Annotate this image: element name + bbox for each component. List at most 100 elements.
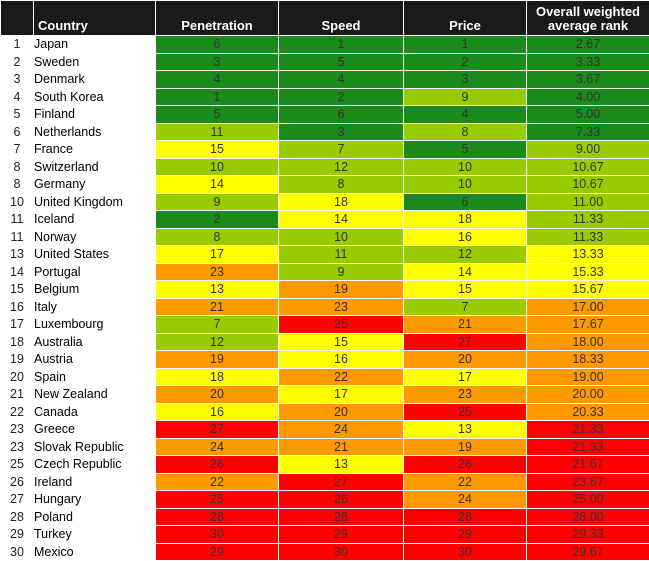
country-cell: Japan (34, 36, 156, 54)
overall-cell: 18.33 (527, 351, 649, 369)
overall-cell: 17.00 (527, 298, 649, 316)
speed-cell: 3 (279, 123, 404, 141)
country-cell: Czech Republic (34, 456, 156, 474)
rank-number-cell: 30 (1, 543, 34, 561)
header-speed: Speed (279, 1, 404, 36)
penetration-cell: 18 (156, 368, 279, 386)
country-cell: Denmark (34, 71, 156, 89)
country-cell: Ireland (34, 473, 156, 491)
speed-cell: 18 (279, 193, 404, 211)
country-cell: Germany (34, 176, 156, 194)
country-cell: United States (34, 246, 156, 264)
overall-cell: 10.67 (527, 158, 649, 176)
price-cell: 18 (404, 211, 527, 229)
rank-number-cell: 27 (1, 491, 34, 509)
price-cell: 12 (404, 246, 527, 264)
rank-number-cell: 16 (1, 298, 34, 316)
overall-cell: 11.00 (527, 193, 649, 211)
overall-cell: 11.33 (527, 228, 649, 246)
country-cell: Sweden (34, 53, 156, 71)
speed-cell: 12 (279, 158, 404, 176)
penetration-cell: 20 (156, 386, 279, 404)
country-cell: France (34, 141, 156, 159)
speed-cell: 9 (279, 263, 404, 281)
penetration-cell: 27 (156, 421, 279, 439)
rank-number-cell: 25 (1, 456, 34, 474)
country-cell: Australia (34, 333, 156, 351)
speed-cell: 17 (279, 386, 404, 404)
header-overall-line1: Overall weighted (536, 4, 640, 19)
country-cell: Iceland (34, 211, 156, 229)
penetration-cell: 23 (156, 263, 279, 281)
overall-cell: 3.67 (527, 71, 649, 89)
overall-cell: 5.00 (527, 106, 649, 124)
speed-cell: 2 (279, 88, 404, 106)
header-country: Country (34, 1, 156, 36)
overall-cell: 28.00 (527, 508, 649, 526)
overall-cell: 21.67 (527, 456, 649, 474)
price-cell: 20 (404, 351, 527, 369)
country-cell: New Zealand (34, 386, 156, 404)
overall-cell: 2.67 (527, 36, 649, 54)
rank-number-cell: 21 (1, 386, 34, 404)
header-row: Country Penetration Speed Price Overall … (1, 1, 649, 36)
overall-cell: 23.67 (527, 473, 649, 491)
overall-cell: 13.33 (527, 246, 649, 264)
speed-cell: 6 (279, 106, 404, 124)
rank-number-cell: 14 (1, 263, 34, 281)
speed-cell: 24 (279, 421, 404, 439)
rank-number-cell: 29 (1, 526, 34, 544)
rank-number-cell: 10 (1, 193, 34, 211)
price-cell: 10 (404, 158, 527, 176)
penetration-cell: 13 (156, 281, 279, 299)
penetration-cell: 26 (156, 456, 279, 474)
rank-number-cell: 5 (1, 106, 34, 124)
penetration-cell: 4 (156, 71, 279, 89)
overall-cell: 7.33 (527, 123, 649, 141)
penetration-cell: 25 (156, 491, 279, 509)
price-cell: 9 (404, 88, 527, 106)
rank-number-cell: 1 (1, 36, 34, 54)
country-cell: Slovak Republic (34, 438, 156, 456)
rank-number-cell: 19 (1, 351, 34, 369)
price-cell: 17 (404, 368, 527, 386)
penetration-cell: 16 (156, 403, 279, 421)
rank-number-cell: 18 (1, 333, 34, 351)
country-cell: Norway (34, 228, 156, 246)
overall-cell: 20.00 (527, 386, 649, 404)
price-cell: 6 (404, 193, 527, 211)
speed-cell: 21 (279, 438, 404, 456)
price-cell: 14 (404, 263, 527, 281)
penetration-cell: 19 (156, 351, 279, 369)
penetration-cell: 29 (156, 543, 279, 561)
country-cell: United Kingdom (34, 193, 156, 211)
penetration-cell: 11 (156, 123, 279, 141)
overall-cell: 18.00 (527, 333, 649, 351)
rank-number-cell: 23 (1, 421, 34, 439)
price-cell: 26 (404, 456, 527, 474)
overall-cell: 21.33 (527, 421, 649, 439)
price-cell: 2 (404, 53, 527, 71)
rank-number-cell: 28 (1, 508, 34, 526)
rank-number-cell: 8 (1, 176, 34, 194)
speed-cell: 4 (279, 71, 404, 89)
price-cell: 21 (404, 316, 527, 334)
overall-cell: 9.00 (527, 141, 649, 159)
header-overall-line2: average rank (548, 18, 628, 33)
country-cell: Italy (34, 298, 156, 316)
